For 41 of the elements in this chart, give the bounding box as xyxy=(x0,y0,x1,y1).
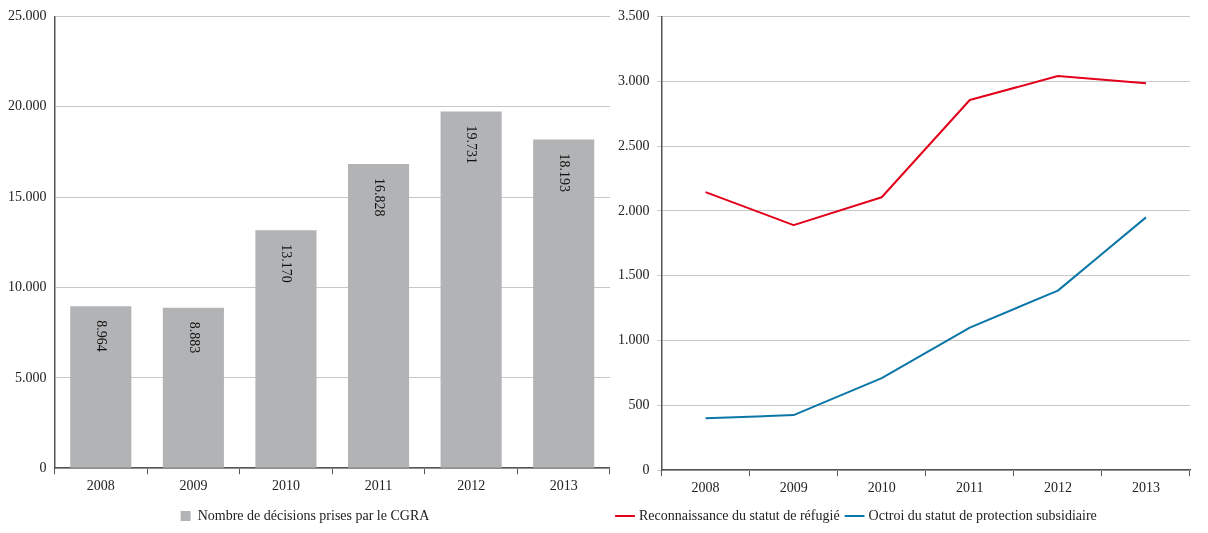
x-tick-label: 2008 xyxy=(691,480,720,496)
bar xyxy=(347,164,410,468)
y-tick-label: 1.000 xyxy=(618,332,650,348)
y-tick-label: 1.500 xyxy=(618,267,650,283)
y-tick-label: 3.000 xyxy=(618,72,650,88)
legend-label: Octroi du statut de protection subsidiaire xyxy=(868,507,1097,523)
y-tick-label: 20.000 xyxy=(8,98,47,114)
data-label: 8.964 xyxy=(94,320,110,352)
x-tick-label: 2013 xyxy=(549,478,578,494)
x-tick-label: 2011 xyxy=(364,478,393,494)
y-tick-label: 15.000 xyxy=(8,188,47,204)
y-tick-label: 2.500 xyxy=(618,137,650,153)
y-tick-label: 0 xyxy=(642,461,650,477)
y-tick-label: 0 xyxy=(39,459,47,475)
data-label: 19.731 xyxy=(464,125,480,165)
x-tick-label: 2008 xyxy=(86,478,115,494)
legend-label: Nombre de décisions prises par le CGRA xyxy=(197,507,431,523)
x-tick-label: 2009 xyxy=(179,478,208,494)
x-tick-label: 2012 xyxy=(1043,480,1072,496)
y-tick-label: 5.000 xyxy=(15,369,47,385)
y-tick-label: 10.000 xyxy=(8,279,47,295)
data-label: 8.883 xyxy=(186,321,202,354)
x-tick-label: 2010 xyxy=(867,480,896,496)
bar xyxy=(162,307,224,468)
data-label: 18.193 xyxy=(557,153,573,192)
data-label: 13.170 xyxy=(279,244,295,283)
data-label: 16.828 xyxy=(371,178,387,217)
legend-label: Reconnaissance du statut de réfugié xyxy=(639,507,840,523)
x-tick-label: 2012 xyxy=(457,478,486,494)
x-tick-label: 2009 xyxy=(779,480,808,496)
x-tick-label: 2011 xyxy=(956,480,984,496)
x-tick-label: 2010 xyxy=(271,478,300,494)
y-tick-label: 500 xyxy=(628,397,650,413)
y-tick-label: 3.500 xyxy=(618,8,650,24)
y-tick-label: 2.000 xyxy=(618,202,650,218)
x-tick-label: 2013 xyxy=(1131,480,1160,496)
bar xyxy=(533,139,595,468)
y-tick-label: 25.000 xyxy=(8,8,47,24)
bar xyxy=(440,111,502,468)
bar xyxy=(255,230,317,468)
bar xyxy=(70,306,132,468)
